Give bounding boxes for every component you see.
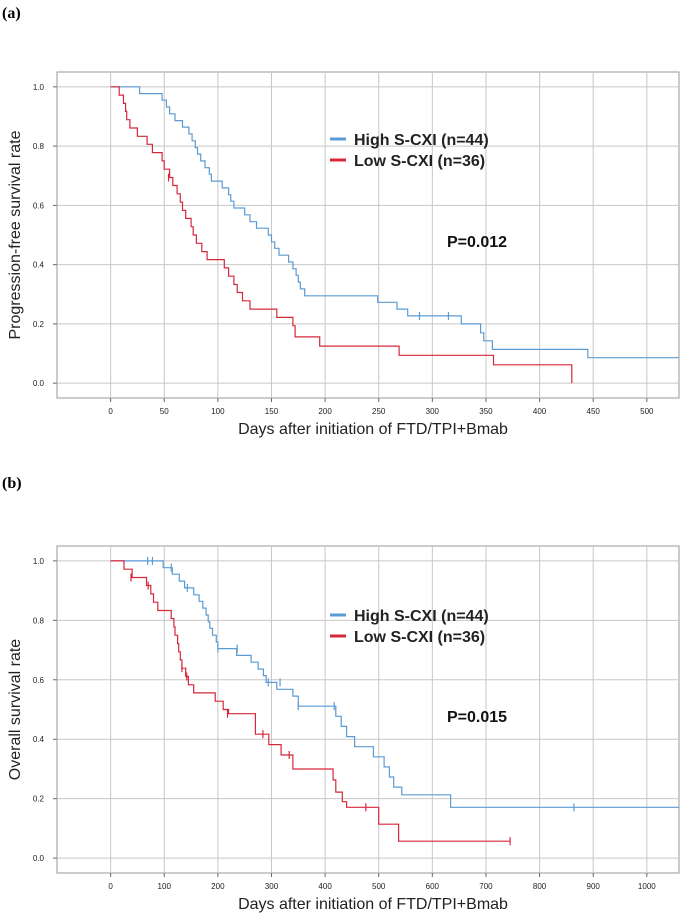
y-tick-label: 0.2 — [33, 320, 45, 329]
legend-label: High S-CXI (n=44) — [354, 608, 489, 625]
x-tick-label: 0 — [108, 407, 113, 416]
x-tick-label: 0 — [108, 882, 113, 891]
panel-label: (a) — [2, 5, 21, 22]
x-tick-label: 800 — [533, 882, 547, 891]
x-tick-label: 100 — [158, 882, 172, 891]
plot-area — [56, 545, 680, 874]
x-tick-label: 50 — [160, 407, 169, 416]
survival-curve-1 — [110, 86, 573, 384]
x-tick-label: 450 — [587, 407, 601, 416]
x-tick-label: 300 — [265, 882, 279, 891]
y-tick-label: 1.0 — [33, 557, 45, 566]
x-tick-label: 700 — [479, 882, 493, 891]
y-tick-label: 0.0 — [33, 854, 45, 863]
x-tick-label: 1000 — [638, 882, 656, 891]
x-tick-label: 400 — [533, 407, 547, 416]
x-tick-label: 400 — [318, 882, 332, 891]
survival-curve-1 — [110, 560, 511, 842]
y-tick-label: 0.8 — [33, 142, 45, 151]
x-tick-label: 250 — [372, 407, 386, 416]
y-tick-label: 0.6 — [33, 201, 45, 210]
x-tick-label: 150 — [265, 407, 279, 416]
y-tick-label: 0.6 — [33, 676, 45, 685]
x-axis-label: Days after initiation of FTD/TPI+Bmab — [238, 421, 508, 438]
legend-label: Low S-CXI (n=36) — [354, 629, 485, 646]
y-tick-label: 0.8 — [33, 616, 45, 625]
y-tick-label: 1.0 — [33, 83, 45, 92]
y-tick-label: 0.4 — [33, 261, 45, 270]
plot-area — [56, 71, 680, 399]
y-tick-label: 0.4 — [33, 735, 45, 744]
survival-curve-0 — [110, 560, 679, 808]
y-axis-label: Overall survival rate — [7, 639, 24, 780]
x-tick-label: 500 — [640, 407, 654, 416]
chart-panel-a: (a) 0.0 0.2 0.4 0.6 0.8 1.0 0 50 100 150 200 250 300 3… — [2, 5, 680, 438]
y-tick-label: 0.0 — [33, 379, 45, 388]
x-tick-label: 900 — [587, 882, 601, 891]
survival-curve-0 — [110, 86, 679, 359]
legend-label: High S-CXI (n=44) — [354, 132, 489, 149]
x-tick-label: 200 — [211, 882, 225, 891]
x-axis-label: Days after initiation of FTD/TPI+Bmab — [238, 896, 508, 913]
x-tick-label: 100 — [211, 407, 225, 416]
x-tick-label: 600 — [426, 882, 440, 891]
x-tick-label: 300 — [426, 407, 440, 416]
p-value-annotation: P=0.012 — [447, 234, 507, 251]
y-axis-label: Progression-free survival rate — [7, 130, 24, 339]
p-value-annotation: P=0.015 — [447, 709, 507, 726]
x-tick-label: 200 — [318, 407, 332, 416]
x-tick-label: 350 — [479, 407, 493, 416]
panel-label: (b) — [2, 475, 22, 492]
legend-label: Low S-CXI (n=36) — [354, 153, 485, 170]
y-tick-label: 0.2 — [33, 795, 45, 804]
chart-panel-b: (b) 0.0 0.2 0.4 0.6 0.8 1.0 0 100 200 300 400 500 600… — [2, 475, 680, 913]
x-tick-label: 500 — [372, 882, 386, 891]
